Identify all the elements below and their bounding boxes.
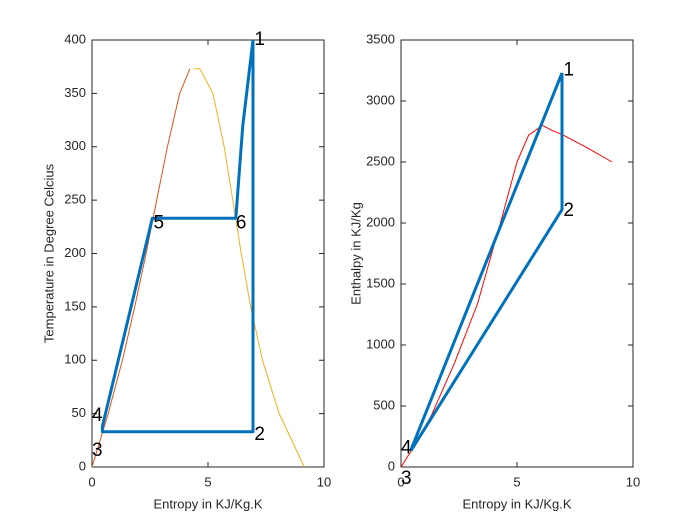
series-line (409, 72, 564, 452)
y-tick-label: 250 (64, 192, 86, 207)
y-tick-label: 500 (373, 397, 395, 412)
series-line (194, 68, 305, 468)
point-label: 5 (153, 213, 164, 234)
point-label: 2 (563, 200, 574, 221)
point-label: 2 (254, 424, 265, 445)
point-label: 3 (401, 468, 412, 489)
x-axis-label: Entropy in KJ/Kg.K (153, 496, 262, 511)
y-tick-label: 2000 (366, 214, 395, 229)
x-tick-label: 5 (204, 474, 211, 489)
y-tick-label: 2500 (366, 153, 395, 168)
y-tick-label: 3000 (366, 92, 395, 107)
y-tick-label: 1000 (366, 336, 395, 351)
y-tick-label: 0 (388, 458, 395, 473)
y-tick-label: 50 (72, 405, 86, 420)
point-label: 1 (254, 29, 265, 50)
point-label: 1 (563, 60, 574, 81)
y-axis-label: Temperature in Degree Celcius (41, 163, 56, 343)
axes-box (91, 39, 325, 468)
y-tick-label: 350 (64, 85, 86, 100)
x-tick-label: 0 (397, 474, 404, 489)
series-line (100, 39, 255, 434)
point-label: 6 (236, 213, 247, 234)
point-label: 3 (92, 440, 103, 461)
y-tick-label: 400 (64, 31, 86, 46)
axes-box (400, 39, 634, 468)
y-tick-label: 200 (64, 245, 86, 260)
y-tick-label: 0 (79, 458, 86, 473)
x-tick-label: 10 (317, 474, 331, 489)
x-axis-label: Entropy in KJ/Kg.K (462, 496, 571, 511)
y-tick-label: 100 (64, 352, 86, 367)
series-line (91, 68, 191, 468)
point-label: 4 (401, 438, 412, 459)
y-tick-label: 1500 (366, 275, 395, 290)
y-axis-label: Enthalpy in KJ/Kg (348, 202, 363, 305)
point-label: 4 (92, 405, 103, 426)
x-tick-label: 5 (513, 474, 520, 489)
x-tick-label: 0 (88, 474, 95, 489)
x-tick-label: 10 (626, 474, 640, 489)
y-tick-label: 300 (64, 138, 86, 153)
y-tick-label: 3500 (366, 31, 395, 46)
y-tick-label: 150 (64, 298, 86, 313)
